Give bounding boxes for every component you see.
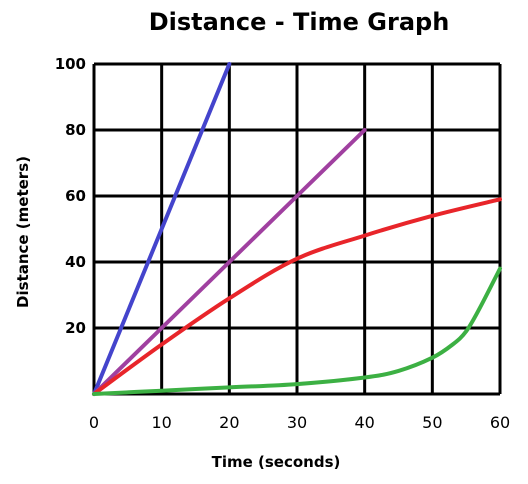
x-tick-label: 40	[354, 413, 374, 432]
y-tick-label: 40	[65, 253, 86, 271]
series-line-blue	[92, 62, 232, 396]
x-axis-label: Time (seconds)	[212, 453, 341, 471]
x-tick-label: 10	[151, 413, 171, 432]
y-tick-label: 80	[65, 121, 86, 139]
x-tick-label: 60	[490, 413, 510, 432]
x-tick-label: 30	[287, 413, 307, 432]
series-line-red	[92, 197, 502, 396]
x-tick-label: 50	[422, 413, 442, 432]
series-line-green	[92, 266, 502, 396]
x-tick-label: 0	[89, 413, 99, 432]
chart-series	[92, 62, 502, 396]
y-tick-label: 100	[55, 55, 86, 73]
y-tick-label: 60	[65, 187, 86, 205]
chart-grid	[92, 62, 502, 396]
y-axis-ticks: 20 40 60 80 100	[55, 55, 86, 337]
series-line-purple	[92, 128, 367, 396]
y-tick-label: 20	[65, 319, 86, 337]
y-axis-label: Distance (meters)	[14, 156, 32, 308]
x-axis-ticks: 0 10 20 30 40 50 60	[89, 413, 510, 432]
x-tick-label: 20	[219, 413, 239, 432]
chart-title: Distance - Time Graph	[149, 8, 450, 36]
